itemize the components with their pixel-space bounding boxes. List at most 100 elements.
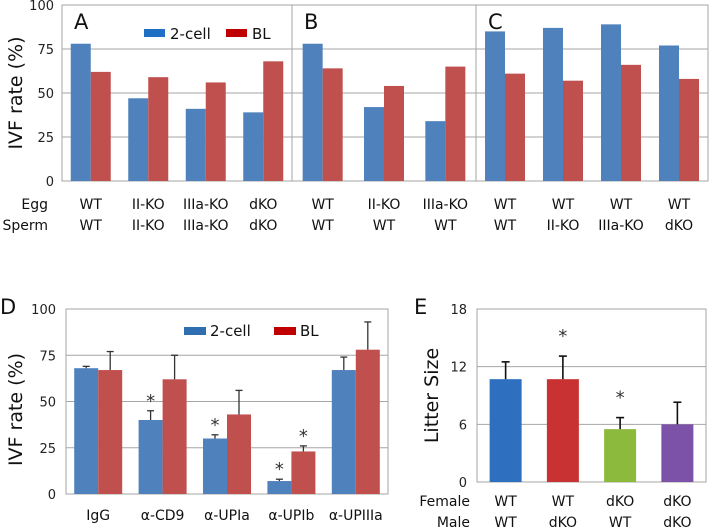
significance-star: *	[299, 426, 308, 447]
legend-label-bl: BL	[252, 25, 271, 43]
bar-c-bl	[679, 78, 699, 181]
sperm-label: II-KO	[132, 218, 165, 234]
bar-c-bl	[563, 80, 583, 181]
sperm-label: dKO	[249, 218, 277, 234]
bar-a-2cell	[128, 98, 149, 181]
y-tick-label: 0	[46, 175, 54, 190]
bar-b-2cell	[302, 43, 323, 181]
bar-d-2cell	[267, 481, 292, 494]
egg-label: WT	[80, 197, 103, 213]
bar-b-bl	[384, 85, 404, 181]
legend-label-2cell: 2-cell	[210, 322, 251, 340]
egg-label: WT	[311, 197, 334, 213]
sperm-label: WT	[494, 218, 517, 234]
egg-label: WT	[552, 197, 575, 213]
legend-label-2cell: 2-cell	[170, 25, 211, 43]
y-tick-label: 50	[39, 396, 56, 411]
egg-label: IIIa-KO	[183, 197, 228, 213]
category-label: α-UPIIIa	[329, 508, 383, 524]
significance-star: *	[616, 388, 625, 409]
bar-d-2cell	[331, 370, 356, 494]
bar-a-bl	[205, 82, 226, 181]
y-tick-label: 100	[31, 303, 56, 318]
bar-d-bl	[291, 451, 316, 494]
y-tick-label: 50	[37, 87, 54, 102]
category-label: α-UPIa	[204, 508, 250, 524]
bar-b-bl	[322, 68, 343, 181]
y-tick-label: 0	[48, 488, 56, 503]
y-tick-label: 12	[450, 361, 467, 376]
sperm-label: WT	[434, 218, 457, 234]
sperm-label: dKO	[665, 218, 693, 234]
female-label: WT	[494, 494, 517, 510]
bar-d-bl	[98, 370, 123, 494]
sperm-label: IIIa-KO	[183, 218, 228, 234]
y-tick-label: 75	[37, 43, 54, 58]
bar-c-bl	[621, 64, 641, 181]
egg-label: II-KO	[368, 197, 401, 213]
male-label: dKO	[663, 515, 691, 531]
y-axis-title: IVF rate (%)	[5, 353, 27, 466]
bar-a-bl	[263, 61, 284, 181]
legend-swatch-bl	[274, 327, 296, 335]
sperm-label: WT	[80, 218, 103, 234]
panel-label-b: B	[304, 10, 318, 34]
panel-label-e: E	[414, 295, 427, 319]
bar-e	[546, 379, 579, 482]
male-label: WT	[494, 515, 517, 531]
bar-d-2cell	[203, 438, 227, 494]
y-tick-label: 100	[29, 0, 54, 14]
bar-c-2cell	[543, 27, 563, 181]
bar-b-2cell	[364, 107, 384, 181]
bar-c-2cell	[601, 24, 621, 181]
male-label: WT	[609, 515, 632, 531]
bar-b-bl	[445, 66, 466, 181]
y-tick-label: 6	[459, 418, 467, 433]
panel-label-d: D	[0, 295, 16, 319]
significance-star: *	[146, 391, 155, 412]
legend-label-bl: BL	[300, 322, 319, 340]
y-tick-label: 25	[37, 131, 54, 146]
panel-label-c: C	[488, 10, 503, 34]
sperm-label: WT	[373, 218, 396, 234]
egg-label: IIIa-KO	[423, 197, 468, 213]
bar-c-2cell	[485, 31, 505, 182]
egg-label: dKO	[249, 197, 277, 213]
female-label: dKO	[606, 494, 634, 510]
bar-a-bl	[90, 71, 111, 181]
sperm-label: II-KO	[547, 218, 580, 234]
bar-d-bl	[355, 349, 380, 494]
bar-e	[604, 429, 637, 482]
significance-star: *	[211, 415, 220, 436]
row-label-male: Male	[437, 515, 470, 531]
bar-a-2cell	[185, 108, 206, 181]
sperm-label: IIIa-KO	[598, 218, 643, 234]
plot-frame-e	[476, 308, 707, 483]
female-label: dKO	[663, 494, 691, 510]
legend-swatch-2cell	[144, 29, 165, 37]
y-tick-label: 0	[459, 476, 467, 491]
egg-label: WT	[668, 197, 691, 213]
y-axis-title: Litter Size	[421, 348, 443, 443]
sperm-label: WT	[311, 218, 334, 234]
panel-label-a: A	[74, 10, 89, 34]
y-tick-label: 18	[450, 303, 467, 318]
y-axis-title: IVF rate (%)	[5, 36, 27, 149]
category-label: α-UPIb	[268, 508, 314, 524]
male-label: dKO	[549, 515, 577, 531]
bar-a-2cell	[243, 112, 264, 181]
y-tick-label: 25	[39, 442, 56, 457]
category-label: α-CD9	[141, 508, 185, 524]
legend-swatch-bl	[226, 29, 247, 37]
significance-star: *	[558, 326, 567, 347]
significance-star: *	[275, 459, 284, 480]
bar-d-bl	[227, 414, 251, 494]
bar-c-2cell	[659, 45, 679, 182]
egg-label: WT	[494, 197, 517, 213]
bar-d-2cell	[74, 368, 99, 494]
egg-label: II-KO	[132, 197, 165, 213]
row-label-sperm: Sperm	[2, 218, 48, 234]
bar-d-2cell	[138, 420, 163, 494]
bar-d-bl	[162, 379, 187, 494]
bar-e	[489, 379, 522, 482]
